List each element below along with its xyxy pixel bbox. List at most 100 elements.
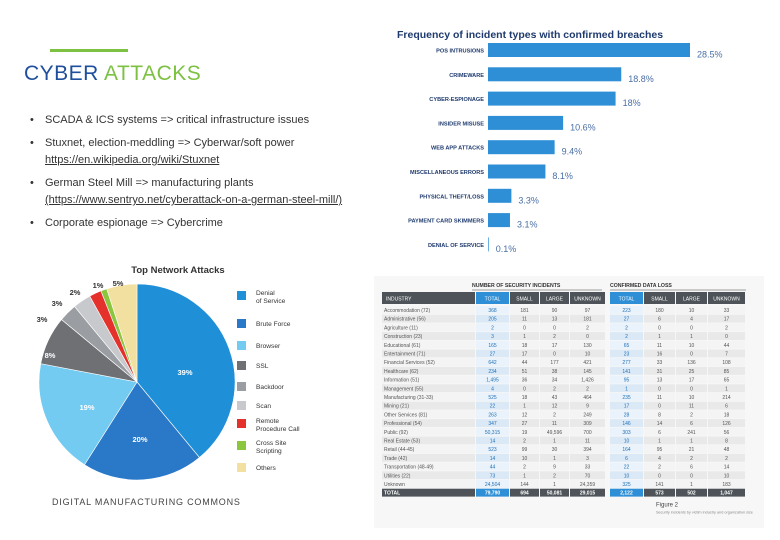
table-cell: 0 bbox=[523, 386, 526, 392]
table-cell-bg bbox=[510, 445, 539, 454]
table-cell-bg bbox=[644, 384, 675, 393]
table-cell-bg bbox=[540, 332, 569, 340]
table-cell: 65 bbox=[724, 378, 730, 384]
legend-label: Backdoor bbox=[256, 384, 285, 391]
table-cell-bg bbox=[676, 358, 707, 367]
table-cell-bg bbox=[676, 314, 707, 323]
table-cell-bg bbox=[676, 445, 707, 454]
table-cell-bg bbox=[382, 384, 475, 393]
incidents-by-industry-table: NUMBER OF SECURITY INCIDENTS CONFIRMED DA… bbox=[374, 276, 764, 528]
bar-value-label: 18% bbox=[623, 98, 641, 108]
bar-category-label: INSIDER MISUSE bbox=[438, 121, 484, 127]
table-cell-bg bbox=[610, 401, 643, 410]
table-cell: 90 bbox=[552, 308, 558, 314]
stuxnet-link[interactable]: https://en.wikipedia.org/wiki/Stuxnet bbox=[45, 154, 220, 166]
table-cell: 235 bbox=[622, 395, 631, 401]
table-cell: 303 bbox=[622, 430, 631, 436]
table-cell: Agriculture (11) bbox=[384, 325, 418, 331]
table-cell: 0 bbox=[658, 325, 661, 331]
table-cell-bg bbox=[644, 410, 675, 419]
table-cell-bg bbox=[382, 358, 475, 367]
table-cell: 12 bbox=[552, 404, 558, 410]
legend-swatch bbox=[237, 319, 246, 328]
table-cell: 523 bbox=[488, 447, 497, 453]
bar-category-label: POS INTRUSIONS bbox=[436, 49, 484, 55]
table-cell: 214 bbox=[722, 395, 731, 401]
column-header-cell bbox=[510, 292, 539, 304]
table-cell-bg bbox=[676, 393, 707, 401]
table-cell: Professional (54) bbox=[384, 421, 422, 427]
table-cell-bg bbox=[610, 366, 643, 375]
table-cell: 525 bbox=[488, 395, 497, 401]
bullet-item: Corporate espionage => Cybercrime bbox=[30, 215, 350, 232]
table-cell-bg bbox=[610, 340, 643, 349]
table-cell: 10 bbox=[522, 456, 528, 462]
legend-swatch bbox=[237, 341, 246, 350]
table-cell-bg bbox=[476, 401, 509, 410]
table-cell: 56 bbox=[724, 430, 730, 436]
table-cell-bg bbox=[708, 419, 745, 427]
table-cell-bg bbox=[708, 445, 745, 454]
table-cell-bg bbox=[540, 393, 569, 401]
table-cell-bg bbox=[382, 488, 475, 497]
table-cell: 6 bbox=[690, 465, 693, 471]
column-header-cell bbox=[540, 292, 569, 304]
table-cell-bg bbox=[540, 462, 569, 471]
table-cell: 27 bbox=[522, 421, 528, 427]
bar bbox=[488, 188, 512, 203]
table-cell-bg bbox=[510, 306, 539, 314]
table-cell: Entertainment (71) bbox=[384, 352, 426, 358]
table-cell: 10 bbox=[624, 439, 630, 445]
table-cell-bg bbox=[382, 462, 475, 471]
table-cell: 1 bbox=[690, 482, 693, 488]
table-cell-bg bbox=[676, 306, 707, 314]
bar bbox=[488, 115, 564, 130]
legend-label: Denial of Service bbox=[256, 290, 286, 305]
steel-mill-link[interactable]: (https://www.sentryo.net/cyberattack-on-… bbox=[45, 194, 343, 206]
table-cell: 8 bbox=[658, 412, 661, 418]
table-cell: 18 bbox=[522, 395, 528, 401]
table-cell-bg bbox=[476, 340, 509, 349]
table-cell-bg bbox=[382, 419, 475, 427]
table-cell: 223 bbox=[622, 308, 631, 314]
table-cell: 394 bbox=[583, 447, 592, 453]
table-cell-bg bbox=[676, 436, 707, 445]
legend-swatch bbox=[237, 401, 246, 410]
table-cell-bg bbox=[540, 427, 569, 436]
table-cell-bg bbox=[476, 393, 509, 401]
table-cell-bg bbox=[570, 445, 605, 454]
table-cell: 205 bbox=[488, 317, 497, 323]
table-cell: 1 bbox=[523, 404, 526, 410]
table-cell-bg bbox=[540, 340, 569, 349]
table-cell-bg bbox=[540, 366, 569, 375]
table-cell: 79,790 bbox=[485, 491, 501, 497]
legend-label-line: Scripting bbox=[256, 448, 282, 455]
table-cell: 141 bbox=[655, 482, 664, 488]
table-cell-bg bbox=[540, 358, 569, 367]
table-cell-bg bbox=[382, 427, 475, 436]
column-header: UNKNOWN bbox=[713, 297, 740, 303]
table-cell-bg bbox=[708, 349, 745, 358]
table-cell: Utilities (22) bbox=[384, 473, 411, 479]
table-cell: Construction (23) bbox=[384, 334, 423, 340]
legend-label: Browser bbox=[256, 343, 281, 350]
table-cell-bg bbox=[570, 462, 605, 471]
table-cell: 0 bbox=[690, 386, 693, 392]
table-cell: 4 bbox=[658, 456, 661, 462]
table-cell: 0 bbox=[725, 334, 728, 340]
bullet-text: Corporate espionage => Cybercrime bbox=[45, 217, 223, 229]
table-cell: 2 bbox=[725, 325, 728, 331]
column-header-cell bbox=[570, 292, 605, 304]
table-cell-bg bbox=[382, 349, 475, 358]
pie-chart-svg: Top Network Attacks 39% 20% 19% 8% 3% 3% 2% 1% 5… bbox=[37, 265, 300, 481]
table-cell: 6 bbox=[725, 404, 728, 410]
table-cell-bg bbox=[540, 436, 569, 445]
table-cell-bg bbox=[510, 340, 539, 349]
table-cell: 10 bbox=[624, 473, 630, 479]
legend-label-line: Remote bbox=[256, 418, 279, 425]
table-cell: 0 bbox=[658, 386, 661, 392]
table-cell: 181 bbox=[520, 308, 529, 314]
table-cell-bg bbox=[676, 349, 707, 358]
table-cell: 2 bbox=[523, 439, 526, 445]
table-cell: 573 bbox=[655, 491, 664, 497]
